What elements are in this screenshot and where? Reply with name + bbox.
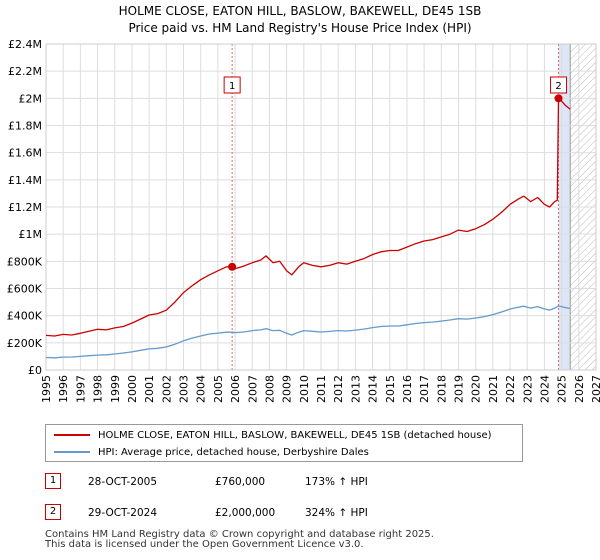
sale-label: 1 bbox=[229, 81, 235, 92]
x-tick-label: 2026 bbox=[573, 375, 586, 403]
x-tick-label: 1995 bbox=[40, 375, 53, 403]
hpi-line-swatch bbox=[54, 451, 90, 453]
transaction-hpi-change: 173% ↑ HPI bbox=[305, 476, 368, 488]
y-tick-label: £1M bbox=[19, 228, 43, 241]
x-tick-label: 2020 bbox=[470, 375, 483, 403]
footer-copyright: Contains HM Land Registry data © Crown c… bbox=[45, 529, 434, 540]
x-tick-label: 2007 bbox=[246, 375, 259, 403]
transaction-number: 2 bbox=[45, 504, 61, 520]
x-tick-label: 2010 bbox=[298, 375, 311, 403]
x-tick-label: 2000 bbox=[126, 375, 139, 403]
x-tick-label: 1997 bbox=[74, 375, 87, 403]
transaction-number: 1 bbox=[45, 473, 61, 489]
legend-item-hpi: HPI: Average price, detached house, Derb… bbox=[54, 444, 369, 461]
transaction-date: 28-OCT-2005 bbox=[88, 476, 157, 488]
x-tick-label: 2003 bbox=[178, 375, 191, 403]
y-tick-label: £1.2M bbox=[8, 201, 42, 214]
y-tick-label: £0 bbox=[28, 364, 42, 377]
sale-label-box bbox=[223, 76, 241, 94]
price-chart: £0 £200K £400K £600K £800K £1M £1.2M £1.4M £1.6M… bbox=[7, 38, 600, 403]
y-tick-label: £2.2M bbox=[8, 65, 42, 78]
y-tick-label: £2M bbox=[19, 92, 43, 105]
transaction-row: 2 29-OCT-2024 £2,000,000 324% ↑ HPI bbox=[45, 503, 565, 523]
x-tick-label: 2016 bbox=[401, 375, 414, 403]
x-tick-label: 2017 bbox=[418, 375, 431, 403]
sale-point bbox=[228, 262, 237, 271]
footer: Contains HM Land Registry data © Crown c… bbox=[45, 530, 434, 550]
sale-label: 2 bbox=[555, 81, 561, 92]
y-tick-label: £2.4M bbox=[8, 38, 42, 51]
x-tick-label: 2023 bbox=[521, 375, 534, 403]
x-tick-label: 1998 bbox=[92, 375, 105, 403]
sale-point bbox=[554, 94, 563, 103]
x-tick-label: 1996 bbox=[57, 375, 70, 403]
x-tick-label: 2021 bbox=[487, 375, 500, 403]
x-tick-label: 2005 bbox=[212, 375, 225, 403]
y-tick-label: £1.8M bbox=[8, 120, 42, 133]
x-tick-label: 2002 bbox=[160, 375, 173, 403]
x-tick-label: 2008 bbox=[263, 375, 276, 403]
x-tick-label: 2027 bbox=[590, 375, 600, 403]
legend: HOLME CLOSE, EATON HILL, BASLOW, BAKEWEL… bbox=[45, 424, 523, 462]
transaction-date: 29-OCT-2024 bbox=[88, 507, 157, 519]
y-tick-label: £800K bbox=[7, 255, 43, 268]
x-tick-label: 2011 bbox=[315, 375, 328, 403]
x-tick-label: 2022 bbox=[504, 375, 517, 403]
x-tick-label: 2019 bbox=[453, 375, 466, 403]
x-tick-label: 2006 bbox=[229, 375, 242, 403]
x-tick-label: 2009 bbox=[281, 375, 294, 403]
y-tick-label: £600K bbox=[7, 283, 43, 296]
legend-property-label: HOLME CLOSE, EATON HILL, BASLOW, BAKEWEL… bbox=[98, 430, 492, 441]
x-tick-label: 2018 bbox=[435, 375, 448, 403]
transaction-price: £760,000 bbox=[215, 476, 266, 488]
y-tick-label: £400K bbox=[7, 310, 43, 323]
transaction-row: 1 28-OCT-2005 £760,000 173% ↑ HPI bbox=[45, 472, 565, 492]
x-tick-label: 2014 bbox=[367, 375, 380, 403]
x-tick-label: 2001 bbox=[143, 375, 156, 403]
transaction-price: £2,000,000 bbox=[215, 507, 276, 519]
x-tick-label: 2004 bbox=[195, 375, 208, 403]
y-tick-label: £1.6M bbox=[8, 147, 42, 160]
x-tick-label: 2015 bbox=[384, 375, 397, 403]
x-tick-label: 2012 bbox=[332, 375, 345, 403]
footer-licence: This data is licensed under the Open Gov… bbox=[45, 539, 364, 550]
property-line-swatch bbox=[54, 434, 90, 436]
y-tick-label: £200K bbox=[7, 337, 43, 350]
transaction-hpi-change: 324% ↑ HPI bbox=[305, 507, 368, 519]
chart-title: HOLME CLOSE, EATON HILL, BASLOW, BAKEWEL… bbox=[118, 4, 482, 18]
property-price-line bbox=[45, 97, 571, 337]
plot-frame bbox=[45, 43, 597, 371]
legend-item-property: HOLME CLOSE, EATON HILL, BASLOW, BAKEWEL… bbox=[54, 427, 492, 444]
x-tick-label: 1999 bbox=[109, 375, 122, 403]
x-tick-label: 2024 bbox=[538, 375, 551, 403]
y-tick-label: £1.4M bbox=[8, 174, 42, 187]
x-tick-label: 2025 bbox=[556, 375, 569, 403]
chart-subtitle: Price paid vs. HM Land Registry's House … bbox=[128, 21, 472, 35]
hpi-line bbox=[45, 305, 571, 359]
sale-label-box bbox=[550, 76, 568, 94]
legend-hpi-label: HPI: Average price, detached house, Derb… bbox=[98, 447, 369, 458]
x-tick-label: 2013 bbox=[349, 375, 362, 403]
